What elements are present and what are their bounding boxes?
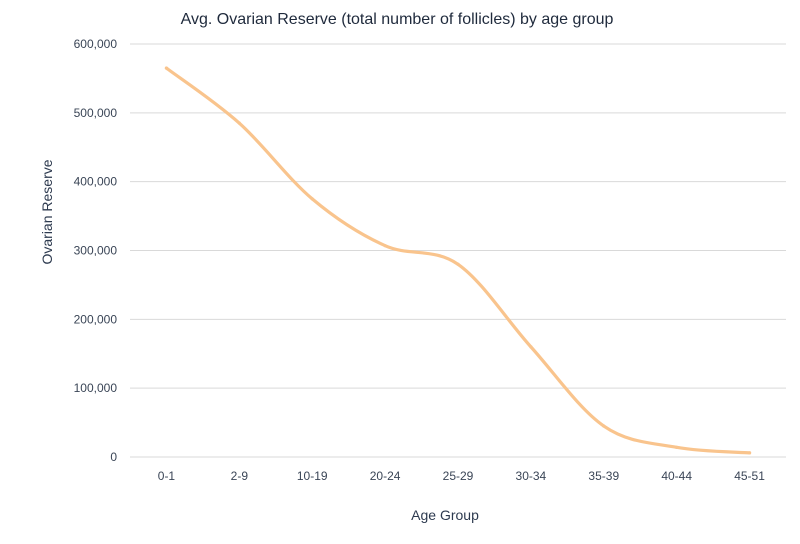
data-point: [675, 445, 679, 449]
x-tick-label: 0-1: [158, 469, 176, 483]
x-axis-label: Age Group: [411, 507, 479, 523]
y-tick-label: 200,000: [74, 312, 118, 326]
x-tick-label: 40-44: [661, 469, 692, 483]
x-tick-label: 10-19: [297, 469, 328, 483]
y-tick-label: 600,000: [74, 37, 118, 51]
data-point: [747, 451, 752, 455]
y-tick-label: 500,000: [74, 106, 118, 120]
x-tick-label: 35-39: [588, 469, 619, 483]
y-tick-label: 100,000: [74, 381, 118, 395]
series-line: [164, 66, 752, 455]
x-tick-label: 45-51: [734, 469, 765, 483]
x-tick-label: 25-29: [443, 469, 474, 483]
data-point: [529, 345, 533, 349]
y-tick-label: 0: [110, 450, 117, 464]
y-axis-label: Ovarian Reserve: [39, 159, 55, 264]
data-point: [310, 197, 314, 201]
x-tick-label: 20-24: [370, 469, 401, 483]
y-axis-ticks: 0 100,000 200,000 300,000 400,000 500,000 600,…: [74, 37, 118, 464]
data-point: [602, 424, 606, 428]
data-point: [383, 244, 387, 248]
series-layer: [164, 66, 752, 455]
x-axis-ticks: 0-1 2-9 10-19 20-24 25-29 30-34 35-39 40-44 45-5…: [158, 469, 765, 483]
gridlines: [130, 43, 786, 458]
y-tick-label: 400,000: [74, 175, 118, 189]
x-tick-label: 30-34: [516, 469, 547, 483]
x-tick-label: 2-9: [231, 469, 249, 483]
data-point: [456, 262, 460, 266]
data-point: [237, 121, 241, 125]
chart-title: Avg. Ovarian Reserve (total number of fo…: [181, 11, 614, 28]
y-tick-label: 300,000: [74, 244, 118, 258]
data-point: [164, 66, 169, 70]
